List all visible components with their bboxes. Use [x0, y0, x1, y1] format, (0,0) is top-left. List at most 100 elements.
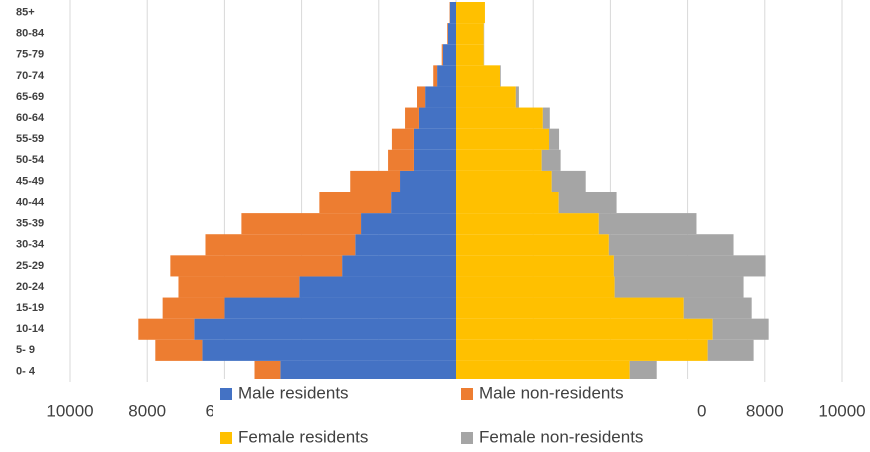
bar [558, 192, 617, 214]
bar [224, 297, 456, 319]
bar [205, 234, 356, 256]
bar [456, 213, 599, 235]
bar [542, 107, 550, 129]
y-tick-label: 25-29 [16, 260, 44, 272]
bar [178, 276, 300, 298]
y-tick-label: 45-49 [16, 175, 44, 187]
bar [549, 128, 560, 150]
bar [598, 213, 697, 235]
bar [400, 170, 456, 192]
legend-label: Female non-residents [479, 427, 643, 446]
bar [138, 318, 195, 340]
bar [456, 360, 630, 382]
bar [456, 234, 609, 256]
y-tick-label: 15-19 [16, 302, 44, 314]
y-tick-label: 85+ [16, 6, 35, 18]
bar [456, 86, 516, 108]
bar [417, 86, 426, 108]
legend-background [213, 379, 697, 452]
bar [629, 360, 657, 382]
bar [456, 23, 484, 45]
y-tick-label: 0- 4 [16, 365, 36, 377]
bar [361, 213, 456, 235]
bar [456, 44, 484, 66]
bar [449, 2, 456, 24]
bar [280, 360, 456, 382]
bar [456, 128, 550, 150]
legend-swatch [461, 432, 473, 444]
legend-swatch [220, 388, 232, 400]
bar [405, 107, 419, 129]
bar [418, 107, 456, 129]
legend-label: Female residents [238, 427, 368, 446]
bar [608, 234, 734, 256]
legend-swatch [461, 388, 473, 400]
y-tick-label: 40-44 [16, 196, 45, 208]
x-tick-label: 10000 [818, 401, 865, 420]
x-tick-label: 8000 [128, 401, 166, 420]
bar [456, 107, 543, 129]
y-tick-label: 10-14 [16, 323, 45, 335]
bar [342, 255, 456, 277]
bar [447, 23, 448, 45]
x-tick-label: 8000 [746, 401, 784, 420]
bar [350, 170, 401, 192]
bar [541, 149, 561, 171]
bar [202, 339, 456, 361]
legend-label: Male non-residents [479, 383, 624, 402]
bar [170, 255, 343, 277]
bar [456, 255, 614, 277]
bar [319, 192, 392, 214]
bar [155, 339, 203, 361]
bar [194, 318, 457, 340]
bar [456, 318, 713, 340]
bar [391, 128, 414, 150]
bar [391, 192, 456, 214]
bar [388, 149, 414, 171]
y-tick-label: 70-74 [16, 70, 45, 82]
bar [355, 234, 456, 256]
bar [437, 65, 456, 87]
bar [456, 192, 559, 214]
y-tick-label: 80-84 [16, 28, 45, 40]
bar [254, 360, 281, 382]
y-tick-label: 50-54 [16, 154, 45, 166]
x-tick-label: 10000 [46, 401, 93, 420]
bar [515, 86, 519, 108]
bar [447, 23, 456, 45]
bar [456, 276, 615, 298]
y-tick-label: 55-59 [16, 133, 44, 145]
y-tick-label: 20-24 [16, 281, 45, 293]
bar [456, 2, 485, 24]
bar [425, 86, 456, 108]
bar [456, 170, 552, 192]
bar [433, 65, 438, 87]
bar [500, 65, 501, 87]
bar [456, 339, 708, 361]
bar [456, 149, 542, 171]
bar [442, 44, 456, 66]
bar [162, 297, 225, 319]
bar [712, 318, 769, 340]
bar [413, 128, 456, 150]
bar [456, 297, 684, 319]
bar [614, 276, 744, 298]
bar [413, 149, 456, 171]
y-tick-label: 75-79 [16, 49, 44, 61]
bar [241, 213, 362, 235]
bar [299, 276, 456, 298]
y-tick-label: 60-64 [16, 112, 45, 124]
y-tick-label: 30-34 [16, 239, 45, 251]
y-tick-label: 65-69 [16, 91, 44, 103]
y-tick-label: 5- 9 [16, 344, 35, 356]
bar [683, 297, 752, 319]
bar [551, 170, 586, 192]
y-tick-label: 35-39 [16, 218, 44, 230]
legend-swatch [220, 432, 232, 444]
bar [456, 65, 501, 87]
bar [613, 255, 766, 277]
bar [441, 44, 443, 66]
bar [707, 339, 754, 361]
legend-label: Male residents [238, 383, 349, 402]
